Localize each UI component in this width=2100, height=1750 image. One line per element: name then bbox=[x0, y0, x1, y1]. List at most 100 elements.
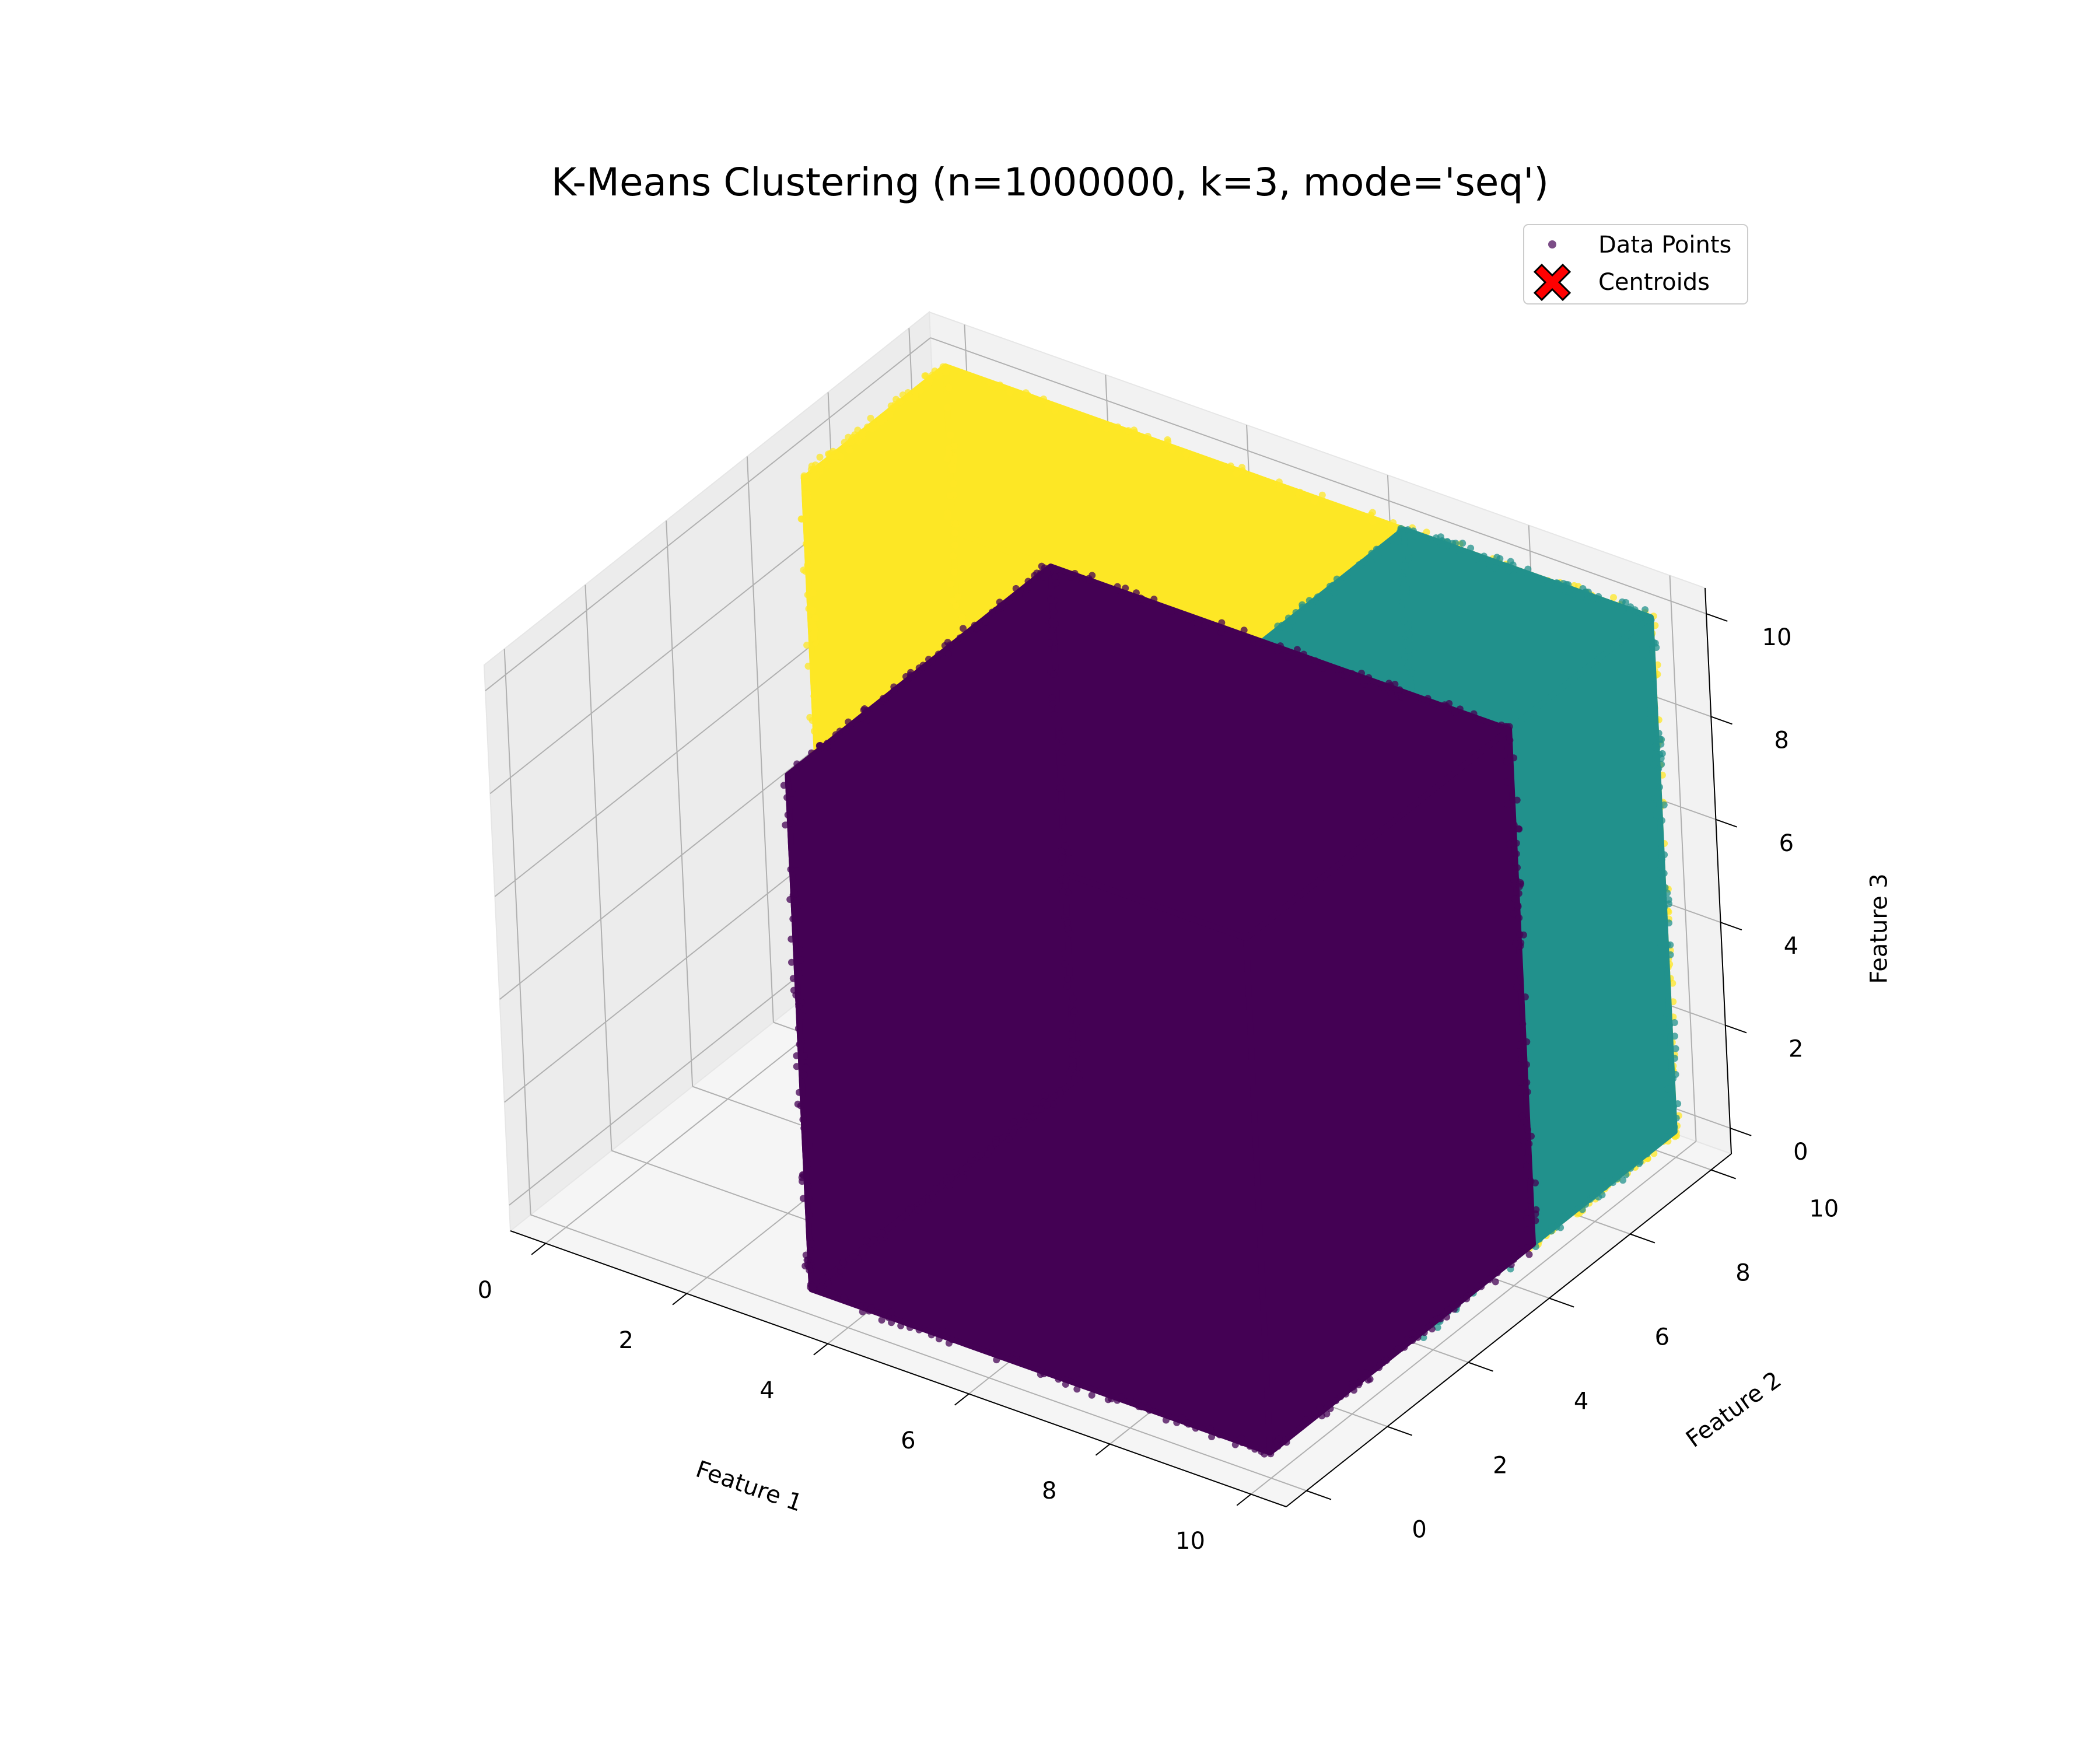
x-tick-label: 4 bbox=[760, 1377, 774, 1404]
data-point bbox=[1059, 754, 1066, 761]
data-point bbox=[1274, 1443, 1282, 1450]
data-point bbox=[1420, 1329, 1428, 1336]
data-point bbox=[1626, 607, 1634, 614]
data-point bbox=[1446, 700, 1453, 707]
data-point bbox=[1672, 1045, 1679, 1052]
data-point bbox=[1642, 606, 1649, 614]
data-point bbox=[1144, 433, 1152, 440]
data-point bbox=[1109, 587, 1116, 594]
data-point bbox=[824, 743, 831, 751]
data-point bbox=[1516, 914, 1523, 922]
data-point bbox=[951, 520, 959, 527]
data-point bbox=[1168, 607, 1175, 615]
data-point bbox=[870, 704, 878, 711]
data-point bbox=[947, 432, 954, 439]
data-point bbox=[1011, 1356, 1019, 1364]
data-point bbox=[1387, 690, 1395, 697]
data-point bbox=[1527, 1178, 1535, 1185]
data-point bbox=[1452, 540, 1460, 547]
data-point bbox=[1114, 583, 1121, 590]
data-point bbox=[1216, 1431, 1223, 1438]
data-point bbox=[1162, 1416, 1170, 1424]
data-point bbox=[1672, 1070, 1679, 1078]
data-point bbox=[887, 1308, 895, 1316]
data-point bbox=[1548, 1223, 1555, 1231]
data-point bbox=[1332, 1397, 1340, 1405]
data-point bbox=[1524, 1244, 1531, 1251]
data-point bbox=[1516, 883, 1523, 890]
data-point bbox=[1409, 1337, 1416, 1344]
data-point bbox=[792, 922, 800, 930]
data-point bbox=[945, 1339, 953, 1347]
data-point bbox=[1511, 895, 1518, 903]
data-point bbox=[1635, 1160, 1643, 1167]
data-point bbox=[799, 1116, 807, 1124]
data-point bbox=[1647, 706, 1654, 713]
data-point bbox=[811, 626, 819, 634]
data-point bbox=[845, 718, 852, 726]
data-point bbox=[797, 956, 804, 964]
data-point bbox=[1054, 808, 1061, 816]
data-point bbox=[1514, 864, 1521, 872]
data-point bbox=[1185, 1420, 1192, 1428]
data-point bbox=[1311, 1409, 1319, 1416]
data-point bbox=[806, 713, 814, 721]
data-point bbox=[793, 867, 800, 875]
data-point bbox=[1150, 596, 1158, 603]
data-point bbox=[1647, 727, 1655, 735]
data-point bbox=[1401, 544, 1408, 551]
data-point bbox=[1303, 604, 1311, 612]
data-point bbox=[1177, 610, 1185, 618]
data-point bbox=[897, 1322, 905, 1329]
y-tick-label: 8 bbox=[1735, 1259, 1750, 1286]
data-point bbox=[1138, 1402, 1145, 1410]
data-point bbox=[1125, 427, 1132, 435]
data-point bbox=[1454, 1301, 1461, 1308]
legend: Data Points Centroids bbox=[1523, 224, 1748, 304]
data-point bbox=[809, 473, 817, 480]
data-point bbox=[1064, 975, 1071, 982]
data-point bbox=[945, 384, 953, 391]
data-point bbox=[1342, 1390, 1350, 1398]
data-point bbox=[880, 695, 887, 702]
data-point bbox=[1020, 393, 1028, 400]
data-point bbox=[790, 878, 797, 886]
data-point bbox=[1492, 1278, 1499, 1286]
data-point bbox=[804, 1182, 812, 1190]
legend-centroids-label: Centroids bbox=[1598, 269, 1710, 296]
z-axis-tick bbox=[1720, 922, 1742, 931]
data-point bbox=[1070, 1007, 1078, 1015]
data-point bbox=[1324, 587, 1331, 595]
data-point bbox=[884, 1314, 892, 1321]
data-point bbox=[1525, 1251, 1533, 1258]
data-point bbox=[1658, 761, 1665, 768]
data-point bbox=[793, 897, 800, 905]
data-point bbox=[1065, 849, 1072, 856]
data-point bbox=[974, 624, 981, 632]
z-tick-label: 10 bbox=[1762, 624, 1792, 651]
data-point bbox=[1062, 1381, 1069, 1388]
data-point bbox=[799, 1195, 807, 1202]
data-point bbox=[1428, 1325, 1436, 1333]
data-point bbox=[1652, 811, 1660, 819]
data-point bbox=[1122, 584, 1129, 592]
data-point bbox=[1650, 687, 1657, 695]
data-point bbox=[1505, 567, 1513, 575]
data-point bbox=[1667, 951, 1674, 958]
data-point bbox=[1452, 545, 1460, 552]
data-point bbox=[1618, 607, 1626, 614]
data-point bbox=[804, 1160, 811, 1168]
data-point bbox=[1188, 453, 1196, 461]
data-point bbox=[1104, 1396, 1112, 1404]
data-point bbox=[1117, 593, 1125, 600]
data-point bbox=[951, 568, 958, 576]
data-point bbox=[1513, 983, 1521, 991]
cluster-2-face-3 bbox=[785, 564, 1078, 1293]
data-point bbox=[1314, 593, 1321, 601]
data-point bbox=[1521, 993, 1529, 1000]
x-tick-label: 8 bbox=[1042, 1478, 1056, 1504]
data-point bbox=[1356, 561, 1363, 568]
data-point bbox=[850, 1253, 858, 1260]
data-point bbox=[802, 1064, 809, 1072]
data-point bbox=[1403, 1336, 1410, 1343]
